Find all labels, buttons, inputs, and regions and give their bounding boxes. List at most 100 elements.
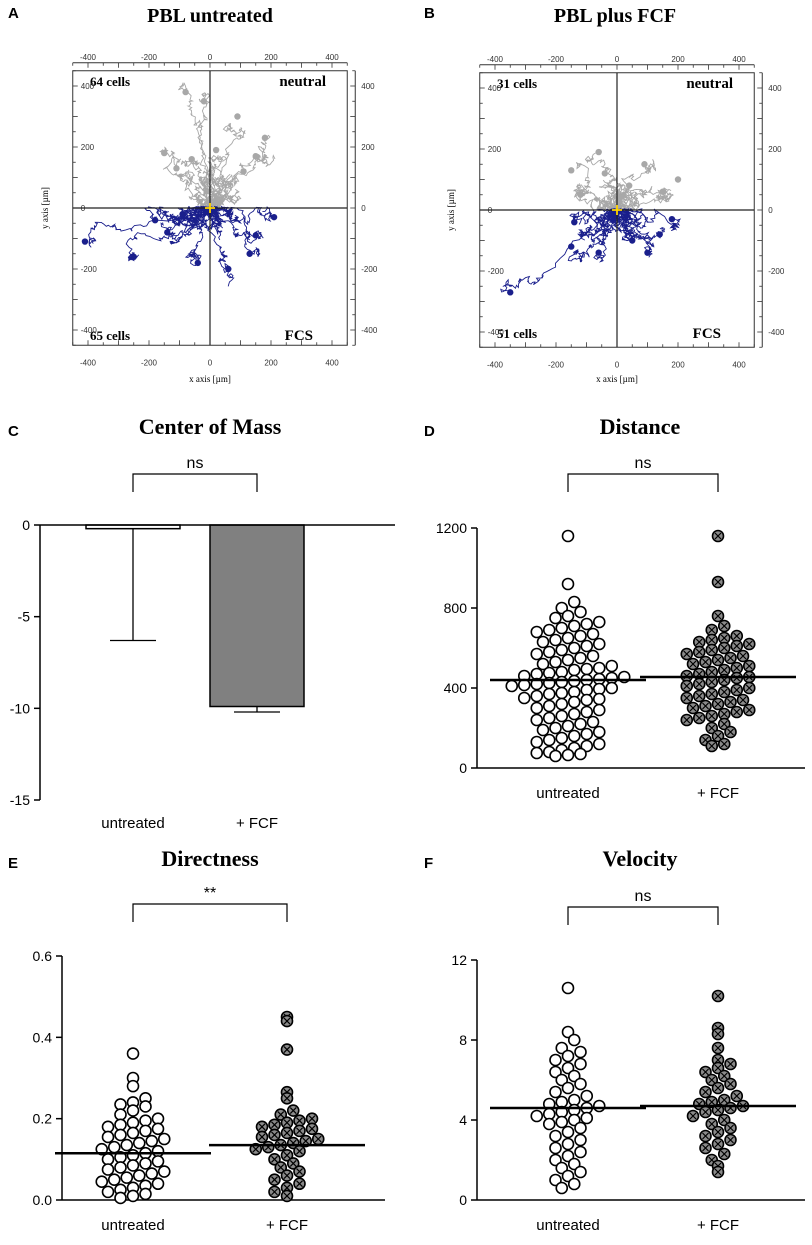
data-point-untreated	[555, 1041, 569, 1055]
data-point-untreated	[555, 1181, 569, 1195]
panel-f-title: Velocity	[603, 846, 678, 871]
data-point-untreated	[574, 1121, 587, 1135]
data-point-untreated	[574, 717, 587, 731]
data-point-untreated	[126, 1079, 140, 1093]
data-point-fcf-cross	[720, 1116, 728, 1124]
data-point-untreated	[157, 1132, 171, 1146]
data-point-untreated	[555, 686, 569, 700]
data-point-untreated	[561, 529, 575, 543]
data-point-fcf-cross	[689, 1112, 697, 1120]
data-point-fcf-cross	[308, 1125, 316, 1133]
data-point-untreated	[139, 1114, 152, 1127]
data-point-fcf-cross	[271, 1121, 278, 1129]
data-point-untreated	[567, 1113, 581, 1127]
data-point-untreated	[530, 713, 544, 727]
significance-bracket	[132, 473, 258, 492]
FCS-track	[595, 208, 618, 228]
data-point-untreated	[555, 643, 569, 657]
data-point-untreated	[542, 711, 556, 725]
panel-letter-f: F	[424, 855, 433, 872]
data-point-untreated	[549, 1085, 562, 1099]
data-point-untreated	[574, 1133, 587, 1147]
center-of-mass-marker	[205, 203, 215, 213]
data-point-fcf-cross	[727, 654, 734, 662]
data-point-untreated	[580, 1089, 594, 1103]
neutral-endpoint	[182, 88, 189, 96]
data-point-fcf-cross	[720, 634, 728, 642]
x-tick-label: -200	[141, 358, 158, 367]
data-point-untreated	[549, 611, 562, 625]
top-tick-label: 0	[615, 55, 620, 64]
data-point-fcf-cross	[733, 664, 741, 672]
data-point-untreated	[157, 1165, 171, 1178]
top-tick-label: 400	[325, 53, 339, 62]
data-point-fcf-cross	[720, 666, 728, 674]
neutral-track	[194, 185, 212, 210]
significance-label: ns	[635, 888, 652, 905]
FCS-track	[88, 207, 211, 248]
data-point-untreated	[114, 1118, 127, 1132]
data-point-fcf-cross	[714, 1084, 722, 1092]
data-point-untreated	[574, 629, 587, 643]
data-point-fcf-cross	[708, 646, 716, 654]
data-point-fcf-cross	[296, 1168, 303, 1175]
data-point-fcf-cross	[283, 1172, 291, 1180]
panel-f: Velocity 0 4 8 12 untreated + FCF ns	[451, 846, 805, 1234]
FCS-endpoint	[270, 213, 278, 221]
data-point-untreated	[580, 639, 594, 653]
data-point-untreated	[555, 1073, 569, 1087]
data-point-untreated	[555, 697, 569, 711]
y-tick-label: 1200	[436, 520, 467, 536]
data-point-fcf-cross	[308, 1115, 316, 1123]
data-point-untreated	[580, 727, 594, 741]
FCS-endpoint	[571, 219, 578, 226]
x-tick-label: 200	[671, 360, 685, 369]
y-tick-label: -400	[488, 328, 505, 337]
data-point-fcf-cross	[739, 652, 747, 660]
y-tick-label: -10	[10, 700, 30, 716]
data-point-fcf-cross	[708, 636, 716, 644]
data-point-untreated	[517, 691, 531, 705]
significance-label: **	[204, 885, 216, 902]
data-point-untreated	[580, 662, 594, 676]
FCS-track	[125, 207, 211, 262]
data-point-fcf-cross	[702, 1068, 709, 1076]
data-point-fcf-cross	[271, 1188, 278, 1196]
data-point-fcf-cross	[714, 992, 722, 1000]
data-point-untreated	[567, 1157, 581, 1171]
y-tick-label: -400	[81, 326, 98, 335]
data-point-untreated	[574, 651, 587, 665]
data-point-fcf-cross	[252, 1145, 260, 1153]
data-point-untreated	[549, 1065, 562, 1079]
FCS-endpoint	[164, 229, 171, 236]
neutral-endpoint	[200, 98, 208, 105]
data-point-fcf-cross	[714, 700, 722, 708]
data-point-fcf-cross	[720, 644, 728, 652]
data-point-untreated	[555, 621, 569, 635]
x-category-label: + FCF	[236, 815, 278, 832]
data-point-fcf-cross	[733, 1092, 741, 1100]
FCS-endpoint	[656, 231, 663, 238]
neutral-track	[605, 193, 622, 211]
FCS-track	[208, 205, 233, 218]
data-point-fcf-cross	[708, 724, 716, 732]
neutral-endpoint	[173, 165, 180, 172]
data-point-untreated	[530, 689, 544, 703]
top-tick-label: -400	[487, 55, 504, 64]
neutral-track	[598, 179, 626, 211]
data-point-fcf-cross	[720, 710, 728, 718]
data-point-untreated	[561, 748, 575, 762]
panel-letter-a: A	[8, 5, 19, 22]
top-tick-label: 0	[208, 53, 213, 62]
neutral-track	[616, 185, 636, 211]
y-tick-label: 0.2	[33, 1111, 53, 1127]
data-point-untreated	[567, 707, 581, 721]
FCS-track	[569, 208, 618, 225]
data-point-fcf-cross	[708, 1120, 716, 1128]
right-tick-label: -200	[768, 267, 785, 276]
data-point-untreated	[120, 1171, 134, 1184]
data-point-fcf-cross	[683, 682, 691, 690]
right-tick-label: 200	[361, 143, 375, 152]
data-point-fcf-cross	[720, 1150, 728, 1158]
data-point-untreated	[139, 1100, 152, 1113]
